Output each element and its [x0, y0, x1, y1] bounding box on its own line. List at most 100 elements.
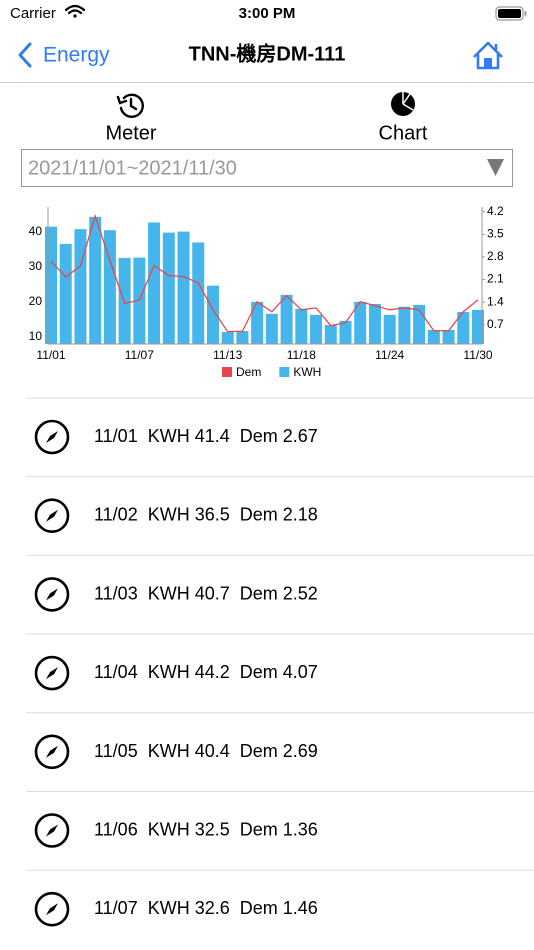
row-date: 11/03	[94, 583, 138, 603]
row-icon	[34, 734, 70, 770]
row-icon-needle	[46, 431, 58, 443]
chart-tab[interactable]: Chart	[379, 122, 428, 144]
chart-tab-icon[interactable]	[391, 92, 415, 116]
row-kwh: KWH 32.5	[148, 819, 230, 839]
row-text: 11/05 KWH 40.4 Dem 2.69	[94, 741, 318, 761]
row-dem: Dem 2.18	[240, 504, 318, 524]
row-text: 11/02 KWH 36.5 Dem 2.18	[94, 504, 318, 524]
legend-label: KWH	[293, 365, 321, 379]
bar	[354, 301, 367, 344]
meter-row[interactable]: 11/01 KWH 41.4 Dem 2.67	[34, 419, 318, 455]
bar	[251, 301, 264, 344]
date-picker[interactable]	[21, 149, 513, 187]
bar	[427, 329, 440, 344]
meter-row[interactable]: 11/06 KWH 32.5 Dem 1.36	[34, 813, 318, 848]
row-date: 11/02	[94, 504, 138, 524]
legend-label: Dem	[236, 365, 261, 379]
row-kwh: KWH 32.6	[148, 898, 230, 918]
battery-icon	[495, 6, 527, 21]
x-tick-label: 11/18	[287, 348, 316, 362]
row-dem: Dem 1.46	[240, 898, 318, 918]
meter-row[interactable]: 11/02 KWH 36.5 Dem 2.18	[34, 498, 318, 534]
row-text: 11/06 KWH 32.5 Dem 1.36	[94, 819, 318, 839]
bar	[265, 313, 278, 344]
row-icon-needle	[46, 509, 58, 522]
bar	[457, 312, 470, 344]
meter-row[interactable]: 11/05 KWH 40.4 Dem 2.69	[34, 734, 318, 770]
meter-tab-icon[interactable]	[116, 93, 144, 118]
home-button[interactable]	[473, 41, 503, 70]
bar	[59, 243, 72, 344]
meter-row[interactable]: 11/03 KWH 40.7 Dem 2.52	[34, 577, 318, 612]
x-tick-label: 11/07	[125, 348, 154, 362]
bar	[295, 308, 308, 344]
bar	[339, 320, 352, 344]
bar	[74, 229, 87, 344]
date-range[interactable]: 2021/11/01~2021/11/30	[28, 157, 237, 179]
y2-tick-label: 3.5	[487, 227, 504, 241]
bar	[368, 303, 381, 344]
bar	[177, 231, 190, 344]
y2-tick-label: 2.8	[487, 249, 504, 263]
meter-row[interactable]: 11/04 KWH 44.2 Dem 4.07	[34, 655, 318, 691]
row-icon	[34, 577, 70, 612]
bar	[472, 309, 484, 344]
row-kwh: KWH 36.5	[148, 504, 230, 524]
row-date: 11/01	[94, 426, 138, 446]
row-kwh: KWH 41.4	[148, 426, 230, 446]
bar	[103, 230, 116, 344]
bar	[89, 216, 102, 344]
row-dem: Dem 1.36	[240, 819, 318, 839]
y2-tick-label: 2.1	[487, 272, 504, 286]
clock: 3:00 PM	[239, 5, 296, 22]
row-text: 11/01 KWH 41.4 Dem 2.67	[94, 426, 318, 446]
row-icon	[34, 813, 70, 848]
y2-tick-label: 0.7	[487, 317, 504, 331]
dropdown-arrow[interactable]	[487, 159, 504, 176]
wifi-icon	[64, 4, 86, 18]
row-icon-needle	[46, 588, 58, 601]
legend-swatch	[279, 367, 290, 377]
row-date: 11/05	[94, 741, 138, 761]
x-tick-label: 11/01	[36, 348, 65, 362]
y2-tick-label: 1.4	[487, 294, 504, 308]
back-chevron[interactable]	[18, 42, 32, 68]
row-icon-needle	[46, 903, 58, 916]
row-dem: Dem 2.67	[240, 426, 318, 446]
meter-row[interactable]: 11/07 KWH 32.6 Dem 1.46	[34, 891, 318, 927]
row-dem: Dem 4.07	[240, 662, 318, 682]
bar	[148, 222, 161, 344]
meter-tab[interactable]: Meter	[105, 122, 156, 144]
y-tick-label: 10	[29, 329, 43, 343]
row-date: 11/04	[94, 662, 138, 682]
row-dem: Dem 2.52	[240, 583, 318, 603]
x-tick-label: 11/13	[213, 348, 242, 362]
row-kwh: KWH 40.7	[148, 583, 230, 603]
dem-line	[50, 213, 479, 333]
row-kwh: KWH 44.2	[148, 662, 230, 682]
y2-tick-label: 4.2	[487, 204, 504, 218]
row-date: 11/07	[94, 898, 138, 918]
bar	[118, 257, 131, 344]
bar	[324, 325, 337, 344]
bar	[236, 331, 249, 344]
bar	[398, 306, 411, 344]
back-button[interactable]: Energy	[43, 44, 110, 67]
y-tick-label: 20	[29, 294, 43, 308]
bar	[383, 314, 396, 344]
row-icon-needle	[46, 824, 58, 837]
carrier: Carrier	[10, 5, 56, 22]
row-text: 11/07 KWH 32.6 Dem 1.46	[94, 898, 318, 918]
bar	[221, 332, 234, 344]
row-icon-needle	[46, 667, 58, 680]
row-icon	[34, 891, 70, 927]
row-text: 11/03 KWH 40.7 Dem 2.52	[94, 583, 318, 603]
x-tick-label: 11/30	[463, 348, 492, 362]
row-date: 11/06	[94, 819, 138, 839]
bar	[442, 329, 455, 344]
row-icon	[34, 655, 70, 691]
row-icon-needle	[46, 745, 58, 758]
legend-swatch	[222, 367, 232, 377]
